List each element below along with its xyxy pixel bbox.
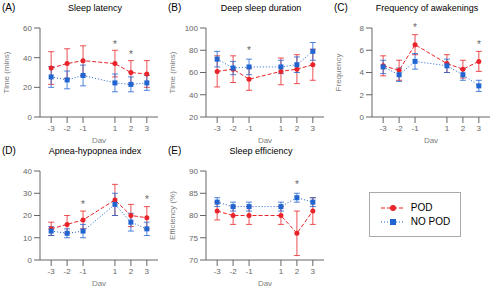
svg-text:20: 20 xyxy=(23,211,32,220)
svg-text:1: 1 xyxy=(445,124,450,133)
svg-text:Day: Day xyxy=(92,136,106,143)
svg-text:3: 3 xyxy=(477,124,482,133)
svg-text:2: 2 xyxy=(129,267,134,276)
svg-text:40: 40 xyxy=(23,54,32,63)
svg-text:Day: Day xyxy=(258,279,272,286)
svg-text:Efficiency (%): Efficiency (%) xyxy=(168,191,177,240)
html-text:Sleep latency: Sleep latency xyxy=(68,3,122,13)
svg-text:85: 85 xyxy=(189,189,198,198)
svg-text:30: 30 xyxy=(23,189,32,198)
svg-text:40: 40 xyxy=(23,167,32,176)
svg-text:20: 20 xyxy=(23,83,32,92)
svg-text:6: 6 xyxy=(360,46,365,55)
html-text:Deep sleep duration: Deep sleep duration xyxy=(220,3,302,13)
html-text:Sleep efficiency: Sleep efficiency xyxy=(229,146,293,156)
svg-text:*: * xyxy=(477,39,481,50)
svg-text:0: 0 xyxy=(28,256,33,265)
html-text:Apnea-hypopnea index: Apnea-hypopnea index xyxy=(48,146,142,156)
svg-text:Day: Day xyxy=(92,279,106,286)
svg-text:3: 3 xyxy=(145,124,150,133)
html-text:(E): (E) xyxy=(168,145,182,156)
svg-text:40: 40 xyxy=(189,91,198,100)
svg-text:-3: -3 xyxy=(48,124,56,133)
html-text:Frequency of awakenings: Frequency of awakenings xyxy=(375,3,479,13)
svg-text:3: 3 xyxy=(145,267,150,276)
svg-text:*: * xyxy=(81,199,85,210)
svg-text:-1: -1 xyxy=(79,124,87,133)
svg-text:-1: -1 xyxy=(411,124,419,133)
svg-text:*: * xyxy=(247,45,251,56)
svg-text:-1: -1 xyxy=(245,124,253,133)
html-text:(B): (B) xyxy=(168,2,182,13)
svg-text:1: 1 xyxy=(113,124,118,133)
svg-text:*: * xyxy=(295,179,299,190)
svg-text:-2: -2 xyxy=(230,124,238,133)
svg-text:4: 4 xyxy=(360,68,365,77)
svg-text:-3: -3 xyxy=(48,267,56,276)
svg-text:-2: -2 xyxy=(64,267,72,276)
svg-text:60: 60 xyxy=(23,24,32,33)
html-text:(D): (D) xyxy=(2,145,16,156)
svg-text:-1: -1 xyxy=(245,267,253,276)
svg-text:Frequency: Frequency xyxy=(334,54,343,92)
svg-text:75: 75 xyxy=(189,234,198,243)
svg-text:2: 2 xyxy=(461,124,466,133)
svg-text:-3: -3 xyxy=(214,124,222,133)
html-text:NO POD: NO POD xyxy=(410,216,451,227)
svg-text:Time (mins): Time (mins) xyxy=(168,51,177,93)
svg-text:*: * xyxy=(413,22,417,33)
svg-text:100: 100 xyxy=(185,24,199,33)
svg-text:80: 80 xyxy=(189,211,198,220)
svg-text:*: * xyxy=(145,194,149,205)
svg-text:60: 60 xyxy=(189,68,198,77)
svg-text:3: 3 xyxy=(311,267,316,276)
svg-text:-1: -1 xyxy=(79,267,87,276)
svg-text:1: 1 xyxy=(279,124,284,133)
svg-text:Day: Day xyxy=(424,136,438,143)
svg-text:-3: -3 xyxy=(380,124,388,133)
svg-text:2: 2 xyxy=(295,267,300,276)
svg-text:0: 0 xyxy=(28,113,33,122)
svg-text:10: 10 xyxy=(23,234,32,243)
svg-text:Time (mins): Time (mins) xyxy=(2,51,11,93)
svg-text:Day: Day xyxy=(258,136,272,143)
svg-text:-2: -2 xyxy=(396,124,404,133)
svg-text:90: 90 xyxy=(189,167,198,176)
svg-text:-3: -3 xyxy=(214,267,222,276)
html-text:(C): (C) xyxy=(334,2,348,13)
svg-text:-2: -2 xyxy=(230,267,238,276)
html-text:POD: POD xyxy=(410,202,433,213)
svg-text:2: 2 xyxy=(129,124,134,133)
svg-text:3: 3 xyxy=(311,124,316,133)
svg-text:1: 1 xyxy=(113,267,118,276)
svg-text:0: 0 xyxy=(360,113,365,122)
svg-text:2: 2 xyxy=(360,91,365,100)
svg-text:20: 20 xyxy=(189,113,198,122)
svg-text:-2: -2 xyxy=(64,124,72,133)
svg-text:1: 1 xyxy=(279,267,284,276)
svg-text:*: * xyxy=(129,49,133,60)
svg-text:*: * xyxy=(113,39,117,50)
svg-text:70: 70 xyxy=(189,256,198,265)
svg-text:80: 80 xyxy=(189,46,198,55)
svg-text:8: 8 xyxy=(360,24,365,33)
svg-text:2: 2 xyxy=(295,124,300,133)
html-text:(A): (A) xyxy=(2,2,16,13)
